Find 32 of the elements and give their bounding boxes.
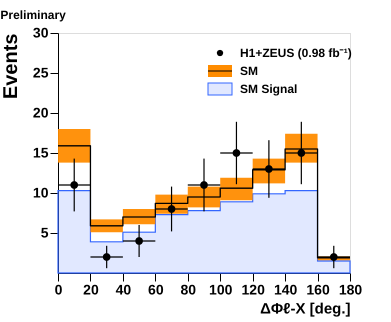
point <box>168 205 176 213</box>
x-tick-label: 40 <box>116 282 132 298</box>
y-tick-label: 20 <box>32 104 49 120</box>
point <box>232 149 240 157</box>
y-tick-label: 5 <box>40 224 49 240</box>
x-tick-label: 60 <box>148 282 164 298</box>
point <box>200 181 208 189</box>
x-tick-label: 100 <box>209 282 233 298</box>
point <box>297 149 306 157</box>
y-tick-label: 25 <box>32 64 49 80</box>
chart-title: Preliminary <box>0 8 66 22</box>
legend-label: SM <box>240 64 258 78</box>
x-tick-label: 140 <box>274 282 298 298</box>
x-tick-label: 20 <box>83 282 99 298</box>
x-tick-label: 180 <box>338 282 362 298</box>
x-tick-label: 120 <box>241 282 266 298</box>
x-tick-label: 160 <box>306 282 330 298</box>
x-axis-title: ΔΦℓ-X [deg.] <box>260 300 350 318</box>
x-tick-label: 0 <box>54 282 63 298</box>
x-tick-label: 80 <box>180 282 196 298</box>
point <box>135 237 143 245</box>
bar <box>58 129 90 163</box>
y-axis-title: Events <box>0 34 22 100</box>
point <box>330 253 338 261</box>
y-tick-label: 30 <box>32 24 49 40</box>
y-tick-label: 10 <box>32 184 49 200</box>
point <box>70 181 78 189</box>
legend-label: SM Signal <box>240 82 298 96</box>
point <box>102 253 111 261</box>
legend-label: H1+ZEUS (0.98 fb⁻¹) <box>240 46 352 60</box>
y-tick-label: 15 <box>32 144 49 160</box>
point <box>265 165 273 173</box>
